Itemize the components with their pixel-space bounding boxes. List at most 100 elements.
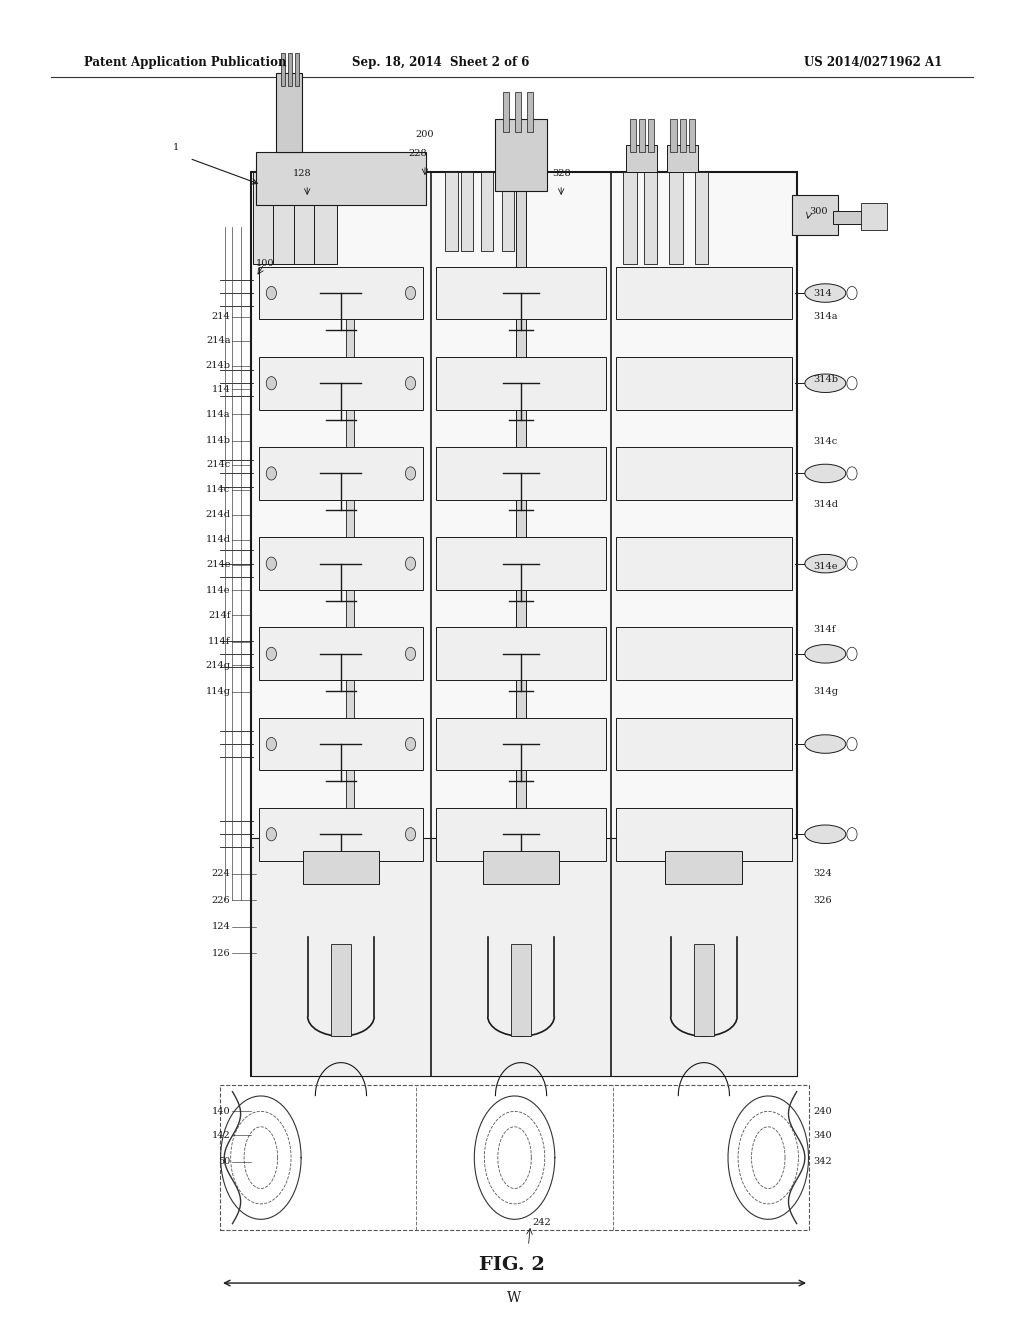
Circle shape [847,467,857,480]
Ellipse shape [805,554,846,573]
Text: 214b: 214b [206,362,230,370]
Bar [259,447,423,500]
Bar [516,172,526,1076]
Bar [639,119,645,152]
Circle shape [406,647,416,660]
Bar [616,808,792,861]
Text: 114: 114 [212,385,230,393]
Text: 314c: 314c [813,437,838,446]
Circle shape [406,286,416,300]
Text: 114d: 114d [206,536,230,544]
Bar [482,851,559,884]
Bar [251,172,797,1076]
Text: 142: 142 [212,1131,230,1139]
Bar [436,537,606,590]
Circle shape [266,286,276,300]
Text: 214d: 214d [206,511,230,519]
Text: 242: 242 [532,1218,551,1226]
Text: 214: 214 [212,313,230,321]
Text: 314a: 314a [813,313,838,321]
Bar [461,172,473,251]
Bar [616,718,792,771]
Bar [861,203,887,230]
Text: 1: 1 [173,143,179,152]
Circle shape [406,828,416,841]
Bar [616,627,792,680]
Bar [671,119,677,152]
Bar [496,119,547,191]
Bar [670,172,683,264]
Circle shape [847,557,857,570]
Bar [616,356,792,409]
Text: 50: 50 [218,1158,230,1166]
Bar [302,851,379,884]
Text: 214e: 214e [206,561,230,569]
Text: 126: 126 [212,949,230,957]
Text: 240: 240 [813,1107,831,1115]
Bar [314,172,337,264]
Circle shape [406,557,416,570]
Text: 324: 324 [813,870,831,878]
Bar [481,172,494,251]
Bar [276,73,302,152]
Circle shape [266,647,276,660]
Text: W: W [508,1291,521,1305]
Bar [630,119,636,152]
Circle shape [266,828,276,841]
Text: 214a: 214a [206,337,230,345]
Text: 114c: 114c [206,486,230,494]
Bar [527,92,534,132]
Ellipse shape [805,465,846,483]
Bar [616,267,792,319]
Ellipse shape [805,644,846,663]
Bar [259,267,423,319]
Bar [273,172,296,264]
Text: 114e: 114e [206,586,230,594]
Bar [695,172,709,264]
Bar [253,172,275,264]
Bar [833,211,868,224]
Bar [346,290,354,1076]
Text: 114b: 114b [206,437,230,445]
Text: 200: 200 [416,129,434,139]
Bar [616,537,792,590]
Text: 314d: 314d [813,500,838,508]
Bar [627,145,657,172]
Text: 114f: 114f [208,638,230,645]
Text: 314: 314 [813,289,831,297]
Text: 300: 300 [809,207,827,215]
Bar [624,172,637,264]
Bar [693,944,714,1036]
Bar [503,92,509,132]
Ellipse shape [805,374,846,392]
Circle shape [406,738,416,751]
Circle shape [266,376,276,389]
Bar [644,172,657,264]
Bar [281,53,285,86]
Bar [220,1085,809,1230]
Text: 214c: 214c [206,461,230,469]
Bar [251,838,797,1076]
Bar [436,718,606,771]
Bar [259,537,423,590]
Text: 100: 100 [256,260,274,268]
Circle shape [406,467,416,480]
Circle shape [847,828,857,841]
Bar [256,152,426,205]
Text: 224: 224 [212,870,230,878]
Bar [436,447,606,500]
Text: 328: 328 [552,169,570,178]
Text: Patent Application Publication: Patent Application Publication [84,55,287,69]
Bar [436,356,606,409]
Bar [616,447,792,500]
Circle shape [847,376,857,389]
Bar [436,808,606,861]
Circle shape [266,467,276,480]
Text: 326: 326 [813,896,831,904]
Ellipse shape [805,825,846,843]
Text: 314b: 314b [813,375,838,384]
Bar [436,627,606,680]
Bar [666,851,742,884]
Bar [680,119,686,152]
Bar [295,53,299,86]
